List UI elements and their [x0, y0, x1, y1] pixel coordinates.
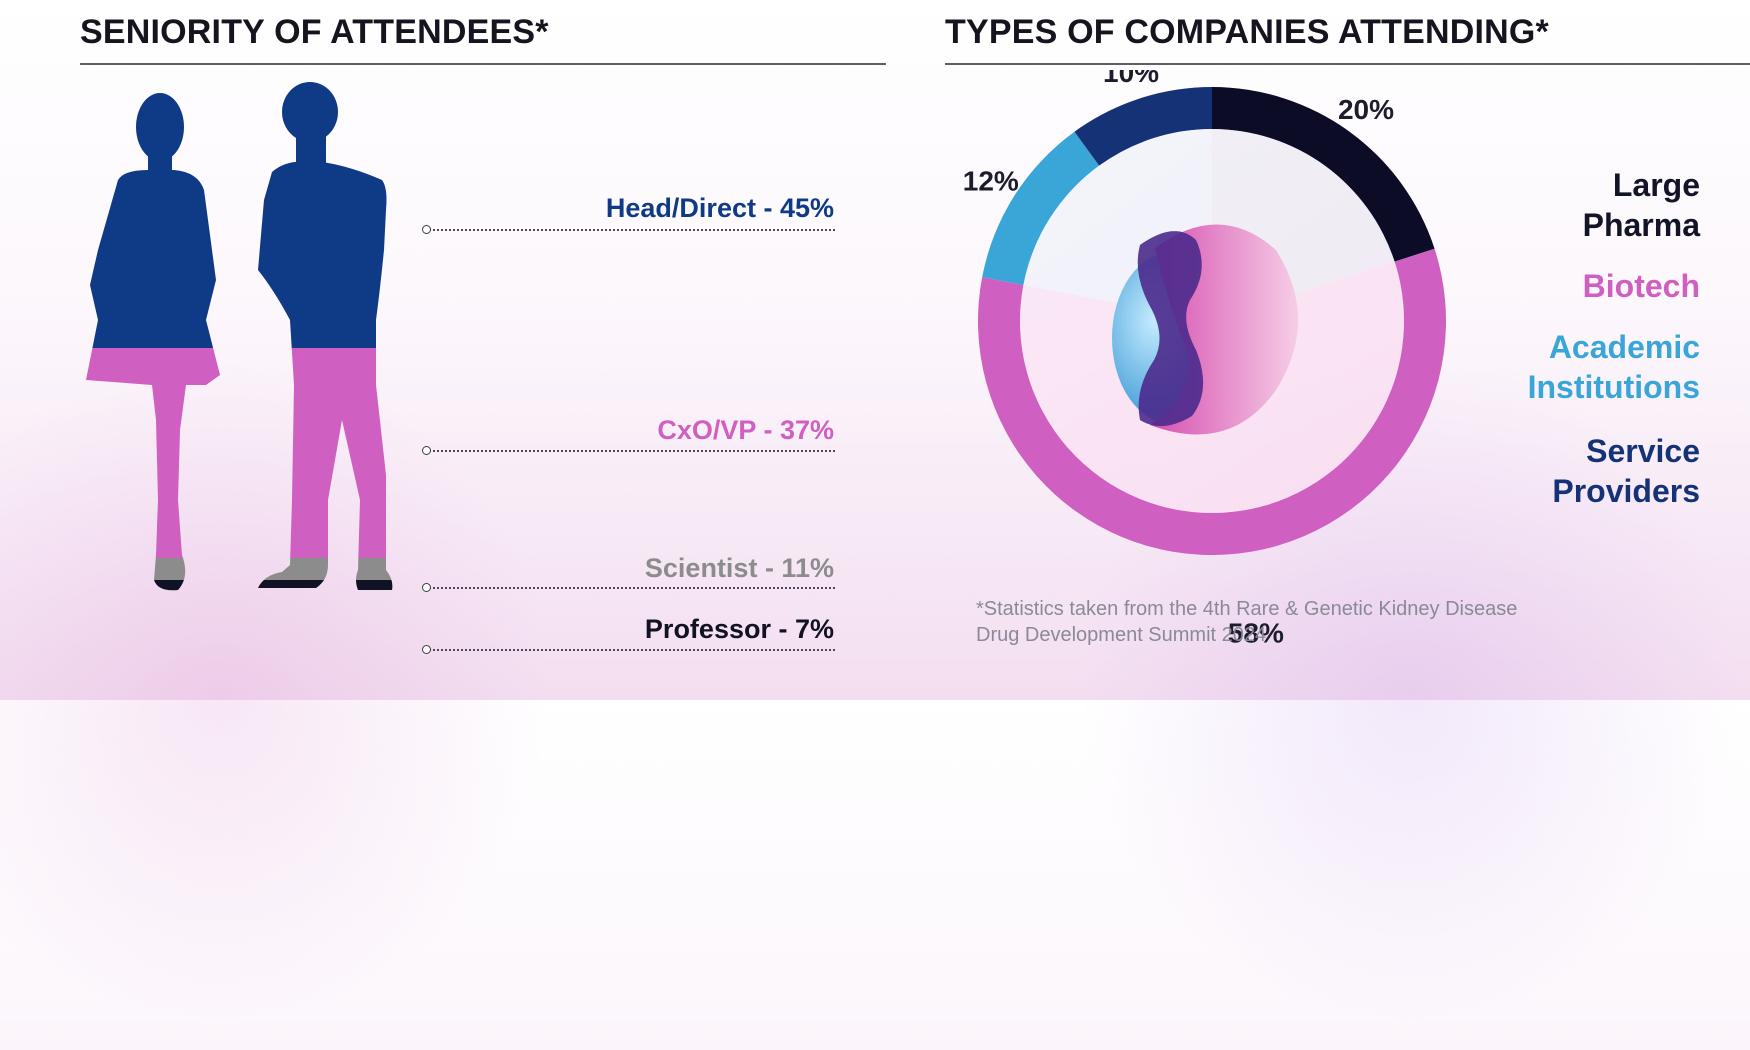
donut-slice-large-pharma: [1212, 87, 1435, 262]
companies-heading-rule: [945, 63, 1750, 65]
attendee-silhouettes: [86, 82, 393, 591]
legend-biotech: Biotech: [1582, 268, 1700, 304]
legend-large-pharma: Large Pharma: [1582, 167, 1700, 243]
legend-service-providers: Service Providers: [1552, 433, 1700, 509]
companies-donut-chart: 20% 58% 12% 10%: [963, 70, 1446, 649]
legend-academic-institutions: Academic Institutions: [1527, 329, 1700, 405]
center-emblem: [1112, 224, 1298, 435]
leader-scientist: [422, 583, 835, 592]
silhouette-scientist-band: [86, 558, 393, 580]
silhouette-cxo-band: [86, 348, 393, 558]
leader-head-direct: [422, 225, 835, 234]
donut-label-service-providers: 10%: [1103, 70, 1159, 88]
donut-label-large-pharma: 20%: [1338, 94, 1394, 125]
label-scientist: Scientist - 11%: [644, 553, 834, 583]
seniority-heading-rule: [80, 63, 886, 65]
donut-slice-academic-institutions: [982, 131, 1100, 286]
label-professor: Professor - 7%: [644, 614, 834, 644]
donut-label-academic-institutions: 12%: [963, 166, 1019, 197]
label-head-direct: Head/Direct - 45%: [605, 193, 834, 223]
emblem-purple-s: [1137, 231, 1204, 427]
leader-cxo-vp: [422, 446, 835, 455]
companies-heading: TYPES OF COMPANIES ATTENDING*: [945, 13, 1549, 51]
donut-slice-service-providers: [1074, 87, 1212, 166]
donut-label-biotech: 58%: [1228, 618, 1284, 649]
seniority-heading: SENIORITY OF ATTENDEES*: [80, 13, 549, 51]
donut-slice-biotech: [978, 248, 1446, 556]
label-cxo-vp: CxO/VP - 37%: [657, 415, 834, 445]
statistics-footnote: *Statistics taken from the 4th Rare & Ge…: [976, 598, 1518, 646]
silhouette-head-direct-band: [86, 82, 393, 348]
leader-professor: [422, 645, 835, 654]
silhouette-professor-band: [86, 580, 393, 591]
